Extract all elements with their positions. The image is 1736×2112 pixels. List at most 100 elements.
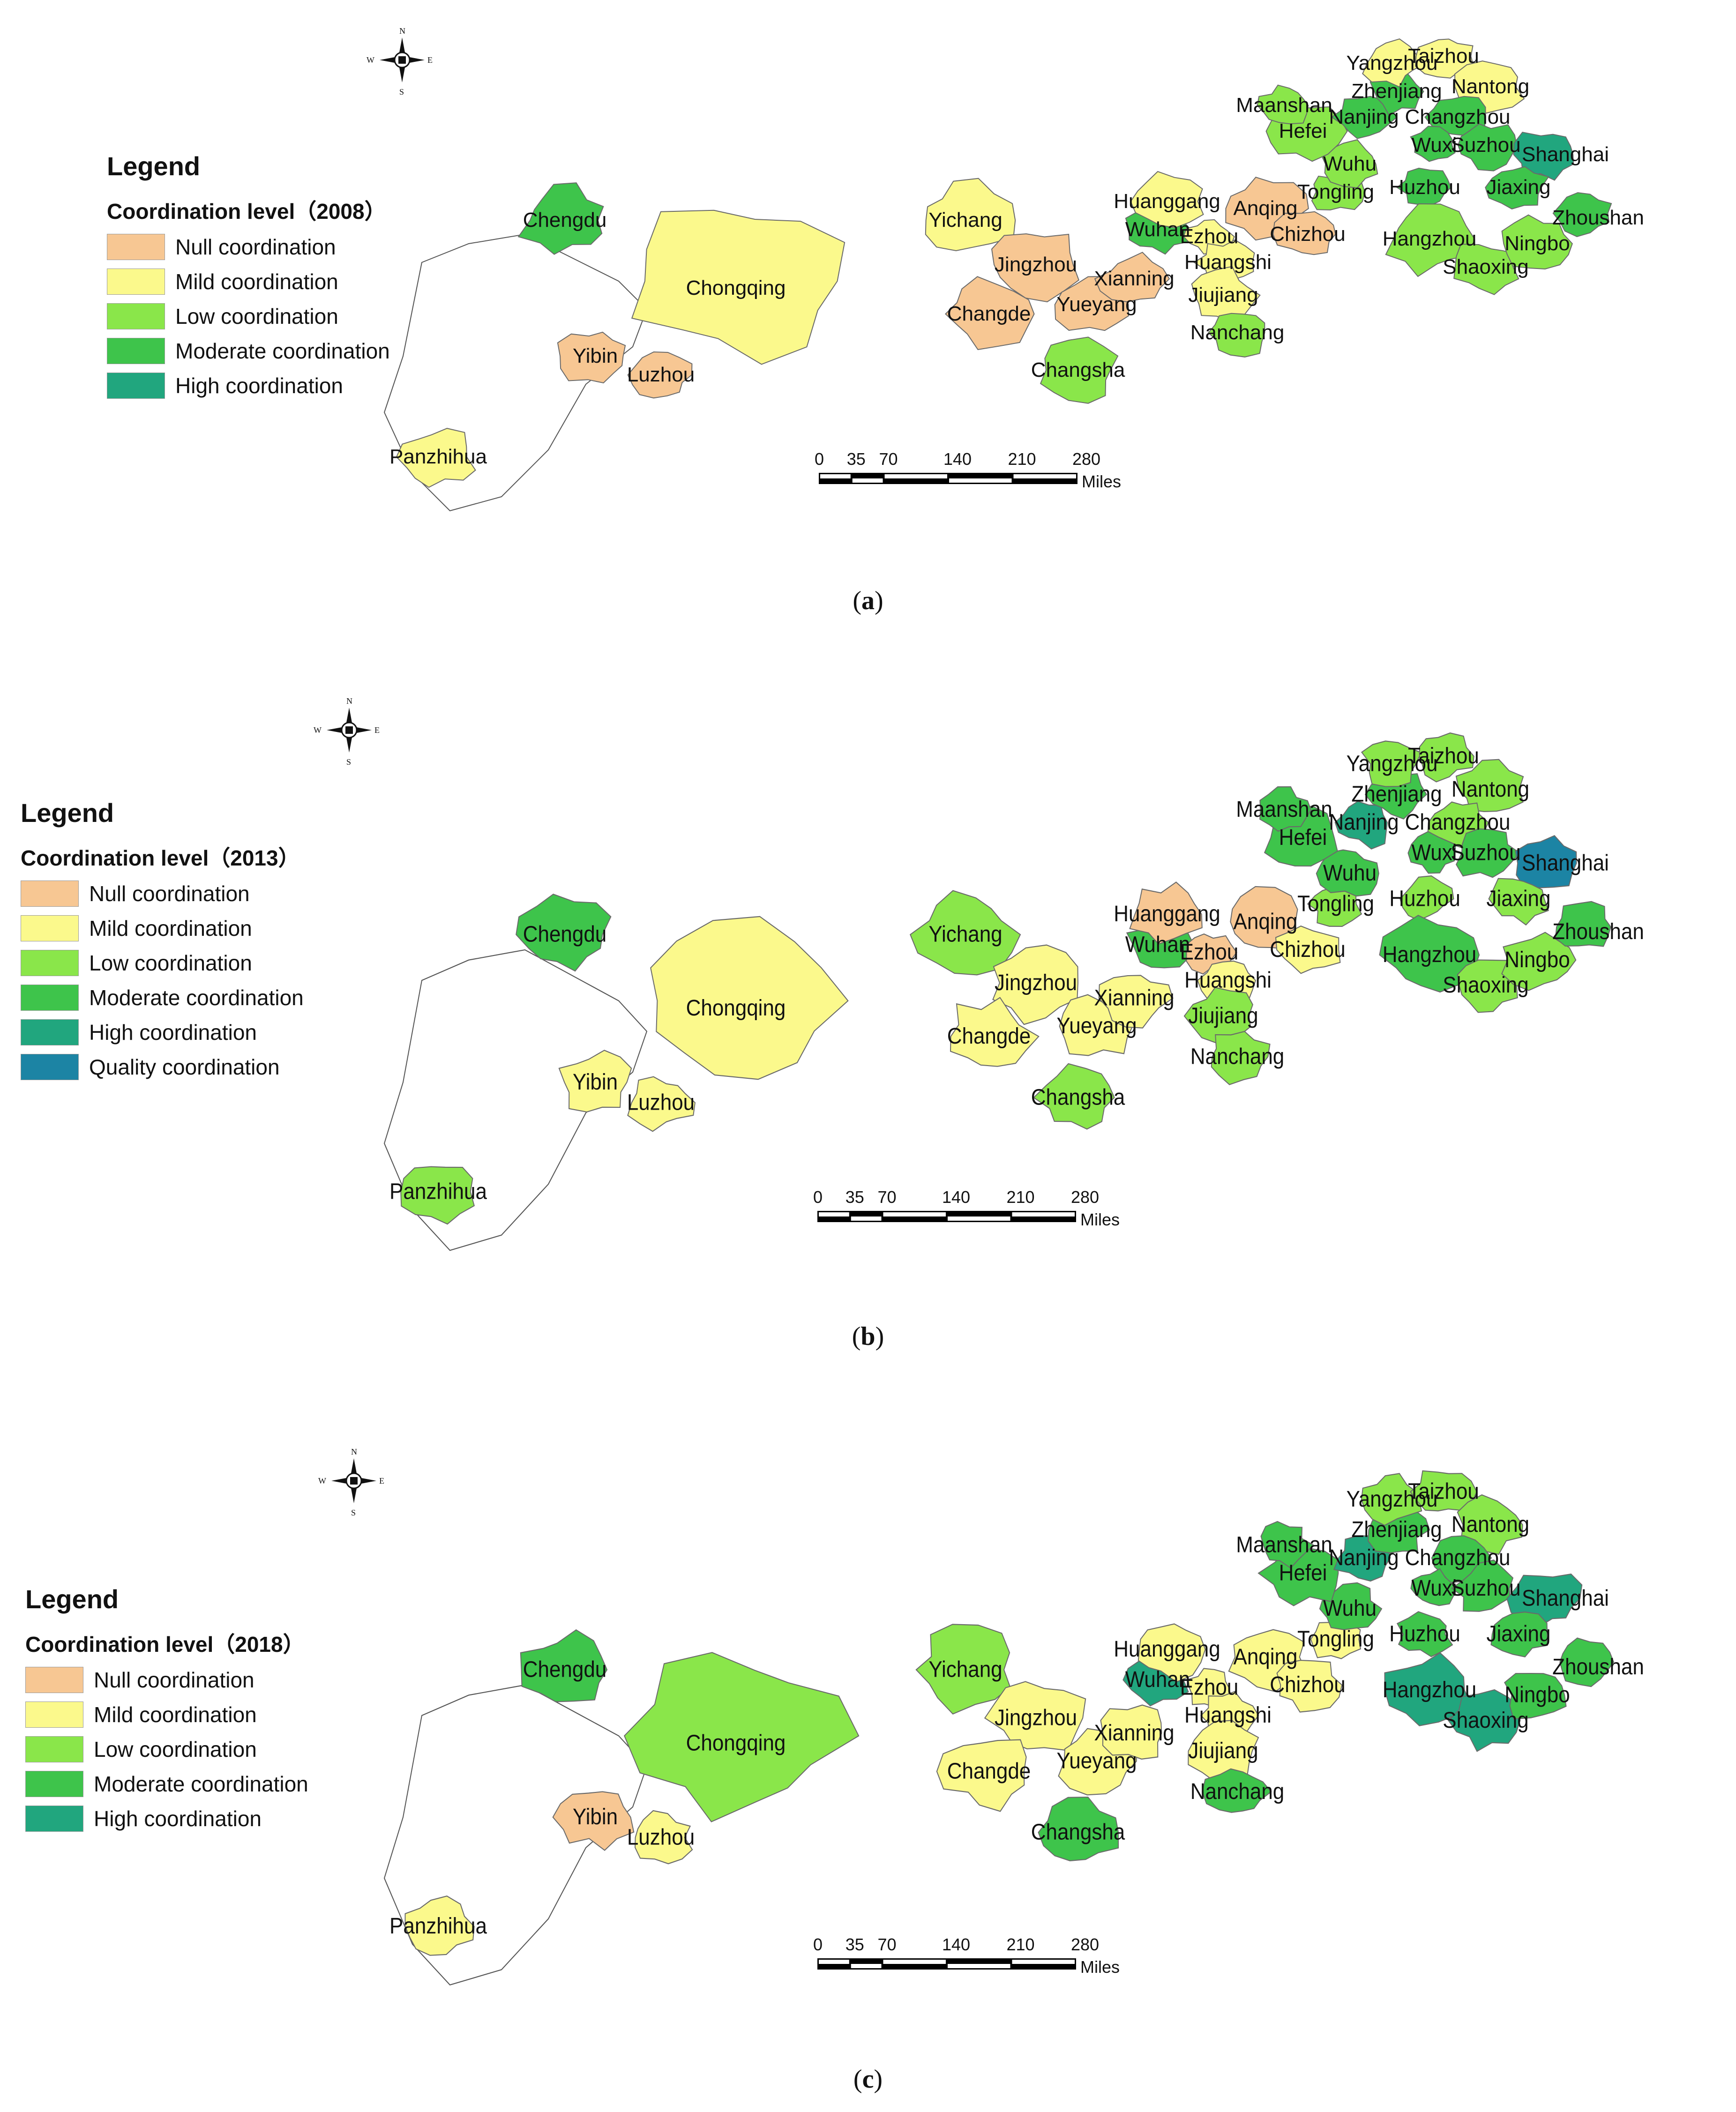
region-jingzhou [992, 944, 1078, 1025]
scale-tick-label: 35 [846, 1935, 864, 1954]
city-label-changsha: Changsha [1031, 1819, 1125, 1844]
city-label-ningbo: Ningbo [1504, 947, 1570, 972]
city-label-hangzhou: Hangzhou [1383, 227, 1477, 250]
scale-tick-label: 280 [1071, 1935, 1099, 1954]
city-label-luzhou: Luzhou [627, 1824, 695, 1850]
city-label-shaoxing: Shaoxing [1443, 972, 1528, 998]
city-label-ningbo: Ningbo [1504, 1682, 1570, 1707]
city-label-jingzhou: Jingzhou [995, 1705, 1077, 1730]
region-chengdu [517, 182, 604, 255]
legend-item: Low coordination [25, 1736, 308, 1762]
region-yichang [915, 1624, 1011, 1715]
city-label-chizhou: Chizhou [1270, 223, 1345, 246]
city-label-nantong: Nantong [1452, 776, 1529, 801]
city-label-chongqing: Chongqing [686, 1730, 786, 1755]
city-label-yangzhou: Yangzhou [1347, 1486, 1438, 1511]
city-label-maanshan: Maanshan [1236, 797, 1332, 822]
scale-tick-label: 210 [1008, 449, 1036, 469]
scale-unit-label: Miles [1082, 472, 1121, 491]
region-maanshan [1259, 786, 1312, 832]
legend-swatch [107, 234, 165, 260]
city-label-changsha: Changsha [1031, 1084, 1125, 1110]
city-label-yangzhou: Yangzhou [1347, 751, 1438, 776]
region-shanghai [1515, 835, 1577, 888]
region-chizhou [1276, 1659, 1343, 1713]
scale-tick-label: 210 [1007, 1187, 1035, 1207]
scale-segment-fill [851, 1216, 882, 1221]
region-changde [944, 276, 1035, 351]
city-label-zhoushan: Zhoushan [1552, 1654, 1644, 1679]
compass-s-label: S [399, 87, 404, 97]
city-label-nanchang: Nanchang [1190, 1778, 1285, 1804]
region-chongqing [631, 209, 846, 365]
legend-title: Legend [25, 1584, 119, 1614]
legend-item: Quality coordination [21, 1054, 304, 1080]
region-maanshan [1260, 1521, 1315, 1569]
city-label-ningbo: Ningbo [1504, 232, 1570, 255]
region-jingzhou [984, 1681, 1086, 1751]
region-yangzhou [1362, 38, 1426, 88]
city-label-anqing: Anqing [1233, 197, 1297, 220]
city-label-huangshi: Huangshi [1184, 1702, 1272, 1727]
city-label-huzhou: Huzhou [1389, 886, 1460, 911]
scale-segment-fill [820, 474, 851, 478]
region-wuhu [1319, 1582, 1383, 1630]
city-label-yibin: Yibin [573, 1804, 618, 1829]
city-label-huzhou: Huzhou [1389, 1621, 1460, 1646]
legend-item: High coordination [21, 1019, 304, 1045]
scale-segment-fill [948, 1964, 1010, 1968]
region-suzhou [1457, 123, 1517, 172]
region-huanggang [1137, 1623, 1206, 1683]
scale-tick-label: 35 [847, 449, 866, 469]
city-label-jingzhou: Jingzhou [995, 253, 1077, 276]
legend-item: High coordination [25, 1806, 308, 1832]
region-xianning [1094, 252, 1170, 303]
map-panel-2018: Chengdu Chongqing Yibin Luzhou Panzhihua Yich… [0, 1410, 1736, 2112]
region-huzhou [1396, 167, 1452, 206]
legend-label: Mild coordination [89, 916, 252, 940]
city-label-taizhou: Taizhou [1408, 45, 1479, 67]
region-hangzhou [1379, 915, 1480, 993]
city-label-zhoushan: Zhoushan [1552, 206, 1644, 229]
region-chengdu [516, 894, 612, 972]
legend-item: Null coordination [21, 881, 304, 907]
city-label-huangshi: Huangshi [1184, 251, 1272, 274]
city-label-ezhou: Ezhou [1180, 1674, 1239, 1700]
region-wuhu [1320, 139, 1378, 188]
city-label-wuhan: Wuhan [1125, 218, 1190, 241]
region-taizhou [1409, 1470, 1478, 1512]
region-hangzhou [1384, 1652, 1473, 1726]
scale-tick-label: 0 [813, 1935, 823, 1954]
city-label-maanshan: Maanshan [1236, 94, 1332, 117]
region-taizhou [1419, 732, 1474, 783]
coordination-map: Chengdu Chongqing Yibin Luzhou Panzhihua Yich… [314, 696, 1644, 1251]
legend-label: Mild coordination [94, 1702, 257, 1727]
region-ningbo [1501, 214, 1573, 270]
city-label-panzhihua: Panzhihua [389, 445, 487, 468]
city-label-shanghai: Shanghai [1522, 1585, 1609, 1611]
region-yibin [552, 1791, 635, 1851]
legend-item: Mild coordination [107, 269, 390, 295]
legend-item: Null coordination [107, 234, 390, 260]
map-panel-2013: Chengdu Chongqing Yibin Luzhou Panzhihua Yich… [0, 675, 1736, 1378]
scale-tick-label: 70 [878, 1187, 897, 1207]
legend-swatch [21, 881, 79, 907]
city-label-huanggang: Huanggang [1114, 901, 1220, 926]
scale-tick-label: 140 [942, 1187, 970, 1207]
city-label-changsha: Changsha [1031, 358, 1125, 381]
city-label-yibin: Yibin [573, 1069, 618, 1094]
city-label-maanshan: Maanshan [1236, 1532, 1332, 1557]
region-nanchang [1208, 313, 1265, 358]
city-label-luzhou: Luzhou [627, 1090, 695, 1115]
region-wuhu [1316, 849, 1379, 897]
region-xianning [1100, 1704, 1162, 1760]
region-luzhou [627, 351, 693, 399]
city-label-anqing: Anqing [1234, 1644, 1298, 1669]
city-label-shaoxing: Shaoxing [1443, 1707, 1528, 1732]
legend-swatch [25, 1667, 83, 1693]
region-chizhou [1272, 211, 1336, 255]
city-label-yichang: Yichang [928, 209, 1002, 231]
region-zhoushan [1559, 1637, 1615, 1687]
legend-label: Null coordination [89, 881, 250, 906]
city-label-hangzhou: Hangzhou [1383, 1677, 1477, 1702]
